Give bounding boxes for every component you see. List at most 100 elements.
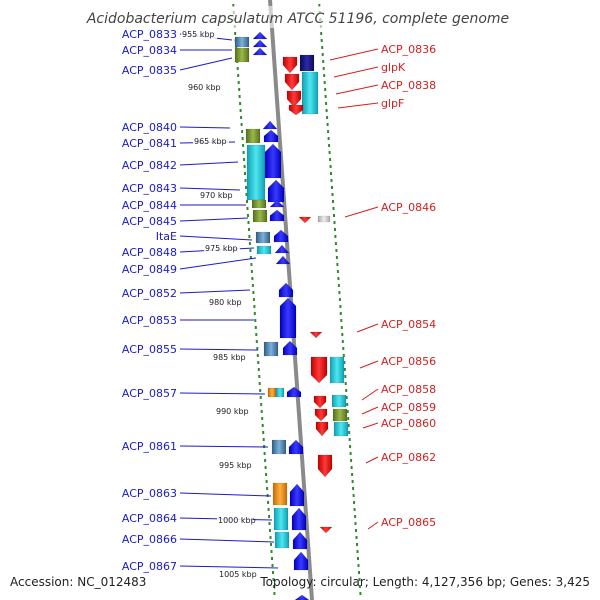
- feature-block[interactable]: [275, 387, 285, 398]
- accession-label: Accession: NC_012483: [10, 575, 146, 589]
- feature-block[interactable]: [272, 482, 288, 506]
- gene-label-acp-0854[interactable]: ACP_0854: [381, 318, 436, 331]
- gene-label-acp-0848[interactable]: ACP_0848: [122, 246, 177, 259]
- feature-block[interactable]: [251, 199, 267, 209]
- feature-block[interactable]: [234, 36, 250, 48]
- gene-label-acp-0842[interactable]: ACP_0842: [122, 159, 177, 172]
- gene-label-acp-0864[interactable]: ACP_0864: [122, 512, 177, 525]
- forward-gene-arrow[interactable]: [252, 39, 268, 48]
- gene-label-acp-0852[interactable]: ACP_0852: [122, 287, 177, 300]
- gene-label-acp-0844[interactable]: ACP_0844: [122, 199, 177, 212]
- gene-label-acp-0855[interactable]: ACP_0855: [122, 343, 177, 356]
- feature-block[interactable]: [301, 71, 319, 115]
- feature-block[interactable]: [299, 54, 315, 72]
- dot-mark: [334, 235, 337, 238]
- tick-label: 970 kbp: [200, 191, 233, 200]
- forward-gene-arrow[interactable]: [294, 594, 310, 600]
- feature-block[interactable]: [274, 531, 290, 549]
- dot-mark: [273, 592, 276, 595]
- forward-gene-arrow[interactable]: [289, 483, 305, 507]
- gene-label-acp-0843[interactable]: ACP_0843: [122, 182, 177, 195]
- feature-block[interactable]: [246, 144, 266, 201]
- gene-label-acp-0833[interactable]: ACP_0833: [122, 28, 177, 41]
- reverse-gene-arrow[interactable]: [286, 90, 302, 108]
- gene-label-acp-0849[interactable]: ACP_0849: [122, 263, 177, 276]
- reverse-gene-arrow[interactable]: [314, 408, 328, 422]
- dot-mark: [331, 193, 334, 196]
- forward-gene-arrow[interactable]: [269, 209, 285, 222]
- feature-block[interactable]: [331, 394, 347, 408]
- gene-label-itae[interactable]: ItaE: [156, 230, 177, 243]
- feature-block[interactable]: [234, 47, 250, 63]
- feature-block[interactable]: [333, 421, 349, 437]
- gene-label-acp-0858[interactable]: ACP_0858: [381, 383, 436, 396]
- forward-gene-arrow[interactable]: [252, 47, 268, 56]
- forward-gene-arrow[interactable]: [267, 179, 285, 203]
- gene-label-acp-0865[interactable]: ACP_0865: [381, 516, 436, 529]
- scale-tick-965-kbp: 965 kbp: [193, 137, 229, 146]
- forward-gene-arrow[interactable]: [269, 199, 285, 208]
- reverse-gene-arrow[interactable]: [288, 104, 304, 116]
- gene-label-glpk[interactable]: glpK: [381, 61, 406, 74]
- gene-label-acp-0860[interactable]: ACP_0860: [381, 417, 436, 430]
- gene-label-acp-0853[interactable]: ACP_0853: [122, 314, 177, 327]
- gene-label-acp-0840[interactable]: ACP_0840: [122, 121, 177, 134]
- reverse-gene-arrow[interactable]: [309, 331, 323, 339]
- reverse-gene-arrow[interactable]: [319, 526, 333, 534]
- forward-gene-arrow[interactable]: [286, 386, 302, 398]
- forward-gene-arrow[interactable]: [282, 340, 298, 356]
- reverse-gene-arrow[interactable]: [310, 356, 328, 384]
- gene-label-acp-0835[interactable]: ACP_0835: [122, 64, 177, 77]
- dot-mark: [243, 165, 246, 168]
- feature-block[interactable]: [329, 356, 345, 384]
- gene-label-acp-0862[interactable]: ACP_0862: [381, 451, 436, 464]
- forward-gene-arrow[interactable]: [288, 439, 304, 455]
- forward-gene-arrow[interactable]: [273, 229, 289, 243]
- gene-label-glpf[interactable]: glpF: [381, 97, 404, 110]
- feature-block[interactable]: [255, 231, 271, 244]
- dot-mark: [237, 74, 240, 77]
- gene-label-acp-0867[interactable]: ACP_0867: [122, 560, 177, 573]
- gene-label-acp-0846[interactable]: ACP_0846: [381, 201, 436, 214]
- gene-label-acp-0861[interactable]: ACP_0861: [122, 440, 177, 453]
- gene-label-acp-0836[interactable]: ACP_0836: [381, 43, 436, 56]
- tick-label: 955 kbp: [182, 30, 215, 39]
- gene-label-acp-0857[interactable]: ACP_0857: [122, 387, 177, 400]
- feature-block[interactable]: [317, 215, 331, 223]
- forward-gene-arrow[interactable]: [262, 120, 278, 130]
- forward-gene-arrow[interactable]: [252, 31, 268, 40]
- forward-gene-arrow[interactable]: [263, 129, 279, 143]
- gene-label-acp-0859[interactable]: ACP_0859: [381, 401, 436, 414]
- feature-block[interactable]: [256, 245, 272, 255]
- reverse-gene-arrow[interactable]: [284, 73, 300, 91]
- leader-line-acp-0849: [179, 257, 257, 270]
- scale-tick-labels: 955 kbp 960 kbp 965 kbp 970 kbp 975 kbp 980 k…: [181, 30, 257, 579]
- forward-gene-arrow[interactable]: [275, 255, 291, 265]
- gene-label-acp-0845[interactable]: ACP_0845: [122, 215, 177, 228]
- forward-gene-arrow[interactable]: [278, 282, 294, 298]
- feature-block[interactable]: [263, 341, 279, 357]
- feature-block[interactable]: [273, 507, 289, 531]
- feature-block[interactable]: [267, 387, 277, 398]
- reverse-gene-arrow[interactable]: [313, 395, 327, 409]
- reverse-gene-arrow[interactable]: [282, 56, 298, 74]
- gene-label-acp-0866[interactable]: ACP_0866: [122, 533, 177, 546]
- feature-block[interactable]: [245, 128, 261, 144]
- forward-gene-arrow[interactable]: [264, 143, 282, 179]
- reverse-gene-arrow[interactable]: [317, 454, 333, 478]
- forward-gene-arrow[interactable]: [293, 551, 309, 571]
- feature-block[interactable]: [332, 408, 348, 422]
- gene-label-acp-0863[interactable]: ACP_0863: [122, 487, 177, 500]
- gene-label-acp-0834[interactable]: ACP_0834: [122, 44, 177, 57]
- gene-label-acp-0856[interactable]: ACP_0856: [381, 355, 436, 368]
- reverse-gene-arrow[interactable]: [315, 421, 329, 437]
- forward-gene-arrow[interactable]: [274, 244, 290, 254]
- reverse-gene-arrow[interactable]: [298, 216, 312, 224]
- forward-gene-arrow[interactable]: [279, 297, 297, 339]
- forward-gene-arrow[interactable]: [292, 531, 308, 550]
- forward-gene-arrow[interactable]: [291, 507, 307, 531]
- gene-label-acp-0838[interactable]: ACP_0838: [381, 79, 436, 92]
- feature-block[interactable]: [252, 209, 268, 223]
- gene-label-acp-0841[interactable]: ACP_0841: [122, 137, 177, 150]
- feature-block[interactable]: [271, 439, 287, 455]
